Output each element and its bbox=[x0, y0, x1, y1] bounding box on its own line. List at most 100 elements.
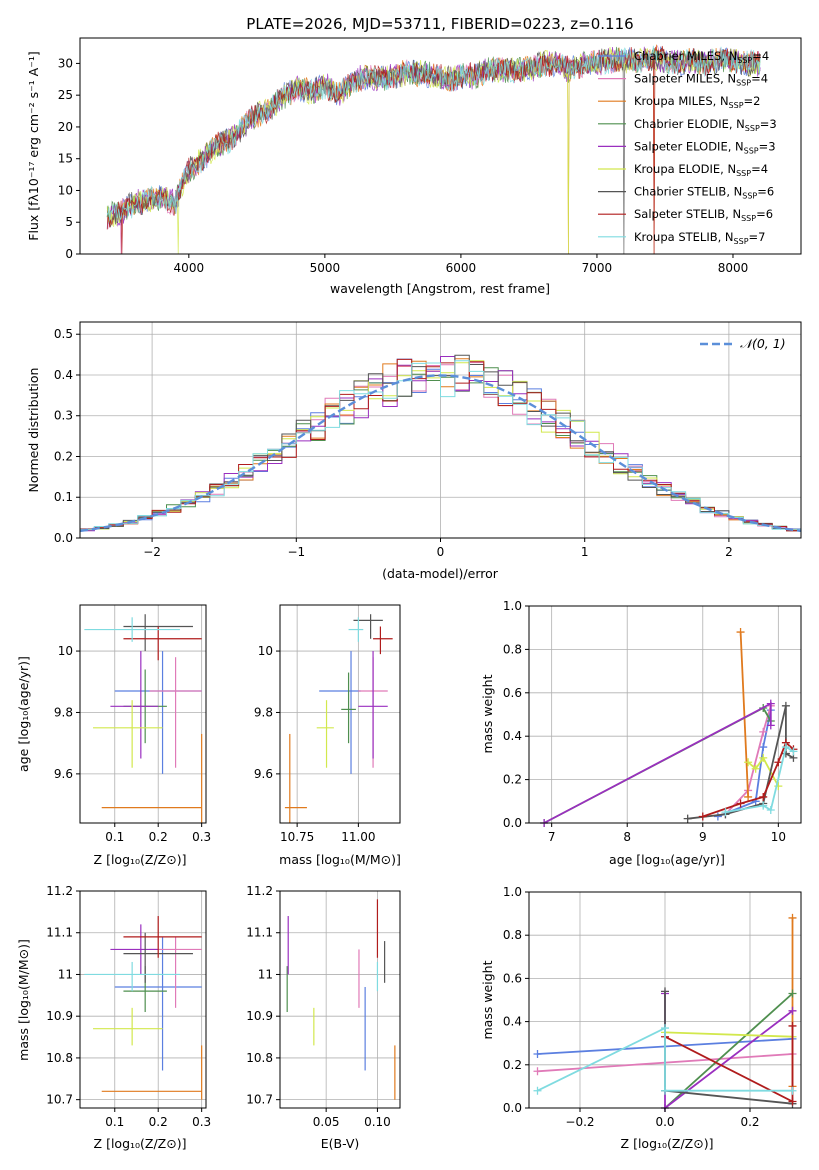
plot-area bbox=[540, 628, 798, 827]
legend-entry: Salpeter MILES, NSSP=4 bbox=[634, 72, 768, 88]
y-tick-label: 1.0 bbox=[503, 599, 522, 613]
axes: 0.05 0.10 10.7 10.8 10.9 11 11.1 11.2 bbox=[246, 884, 401, 1129]
data-point-marker bbox=[661, 987, 669, 996]
x-tick-label: 7000 bbox=[582, 261, 613, 275]
y-tick-label: 0.0 bbox=[503, 816, 522, 830]
x-tick-label: 0.2 bbox=[149, 830, 168, 844]
errorbar-salpeter-stelib bbox=[123, 916, 202, 958]
errorbar-kroupa-miles bbox=[101, 733, 203, 823]
y-tick-label: 0.2 bbox=[503, 773, 522, 787]
x-tick-label: 0.3 bbox=[192, 1115, 211, 1129]
errorbar-kroupa-miles bbox=[101, 1045, 203, 1100]
y-axis-label: mass [log₁₀(M/M⊙)] bbox=[16, 939, 31, 1061]
y-axis-label: mass weight bbox=[480, 674, 495, 753]
weight-line-chabrier-stelib bbox=[664, 991, 793, 1105]
y-tick-label: 0.4 bbox=[503, 1015, 522, 1029]
y-tick-label: 30 bbox=[58, 56, 73, 70]
x-tick-label: 0.2 bbox=[149, 1115, 168, 1129]
figure-title: PLATE=2026, MJD=53711, FIBERID=0223, z=0… bbox=[246, 15, 633, 33]
errorbar-chabrier-elodie bbox=[341, 672, 356, 744]
data-point-marker bbox=[781, 743, 790, 752]
y-tick-label: 0.0 bbox=[54, 531, 73, 545]
errorbar-salpeter-elodie bbox=[110, 924, 159, 975]
y-tick-label: 10.7 bbox=[246, 1093, 273, 1107]
y-axis-label: age [log₁₀(age/yr)] bbox=[16, 656, 31, 772]
x-tick-label: 0.0 bbox=[655, 1115, 674, 1129]
data-point-marker bbox=[683, 814, 692, 823]
data-point-marker bbox=[713, 812, 722, 821]
data-point-marker bbox=[759, 792, 768, 801]
weight-line-chabrier-stelib bbox=[687, 705, 794, 820]
errorbar-kroupa-elodie bbox=[93, 700, 163, 768]
weight-line-salpeter-stelib bbox=[702, 741, 794, 818]
data-point-marker bbox=[736, 628, 745, 637]
x-tick-label: 11.00 bbox=[341, 830, 375, 844]
data-point-marker bbox=[788, 1006, 797, 1015]
y-tick-label: 0.2 bbox=[503, 1058, 522, 1072]
axes: 10.75 11.00 9.6 9.8 10 bbox=[254, 604, 401, 844]
data-point-marker bbox=[766, 699, 775, 708]
legend-entry: Salpeter ELODIE, NSSP=3 bbox=[634, 139, 776, 155]
y-tick-label: 9.8 bbox=[54, 705, 73, 719]
x-axis-label: E(B-V) bbox=[321, 1136, 360, 1151]
x-tick-label: 10 bbox=[771, 830, 786, 844]
legend: 𝒩(0, 1) bbox=[700, 336, 786, 351]
plot-area bbox=[533, 913, 797, 1112]
axes: 0.1 0.2 0.3 10.7 10.8 10.9 11 11.1 11.2 bbox=[46, 884, 211, 1129]
axes-frame bbox=[79, 890, 207, 1109]
y-tick-label: 10.9 bbox=[246, 1009, 273, 1023]
y-tick-label: 10.7 bbox=[46, 1093, 73, 1107]
legend-entry: 𝒩(0, 1) bbox=[740, 336, 786, 351]
weight-line-kroupa-elodie bbox=[664, 1031, 793, 1038]
data-point-marker bbox=[533, 1050, 542, 1058]
weight-line-chabrier-miles bbox=[717, 710, 772, 818]
panel-age_vs_mass: 10.75 11.00 9.6 9.8 10 mass [log₁₀(M/M⊙)] bbox=[254, 604, 401, 867]
data-point-marker bbox=[736, 799, 745, 808]
y-axis-label: mass weight bbox=[480, 960, 495, 1039]
gridlines bbox=[80, 890, 206, 1108]
data-point-marker bbox=[788, 1086, 797, 1095]
y-axis-label: Flux [fλ10⁻¹⁷ erg cm⁻² s⁻¹ A⁻¹] bbox=[26, 51, 41, 240]
panel-weight_vs_age: 7 8 9 10 0.0 0.2 0.4 0.6 0.8 1.0 age [log₁₀(age/yr… bbox=[480, 599, 802, 867]
panel-age_vs_Z: 0.1 0.2 0.3 9.6 9.8 10 Z [log₁₀(Z/Z⊙)] age [log… bbox=[16, 604, 211, 867]
x-tick-label: −2 bbox=[143, 545, 161, 559]
panel-residuals: −2 −1 0 1 2 0.0 0.1 0.2 0.3 0.4 0.5 (data-model)/er… bbox=[26, 321, 802, 581]
y-tick-label: 5 bbox=[65, 215, 73, 229]
x-tick-label: 0.1 bbox=[105, 1115, 124, 1129]
plot-area bbox=[106, 44, 761, 254]
weight-line-chabrier-elodie bbox=[664, 992, 794, 1109]
legend-entry: Salpeter STELIB, NSSP=6 bbox=[634, 207, 773, 223]
errorbar-chabrier-miles bbox=[319, 651, 361, 774]
data-point-marker bbox=[698, 812, 707, 821]
weight-line-kroupa-stelib bbox=[537, 1026, 793, 1092]
normal-curve bbox=[79, 374, 802, 533]
data-point-marker bbox=[759, 727, 768, 736]
panel-spectrum: 4000 5000 6000 7000 8000 0 5 10 15 20 25 30 waveleng… bbox=[26, 37, 802, 296]
x-tick-label: 6000 bbox=[446, 261, 477, 275]
legend-entry: Chabrier MILES, NSSP=4 bbox=[634, 49, 769, 65]
x-axis-label: Z [log₁₀(Z/Z⊙)] bbox=[94, 852, 187, 867]
data-point-marker bbox=[789, 747, 798, 756]
panel-mass_vs_Z: 0.1 0.2 0.3 10.7 10.8 10.9 11 11.1 11.2 Z [log₁₀(… bbox=[16, 884, 211, 1151]
data-point-marker bbox=[759, 743, 768, 752]
y-tick-label: 1.0 bbox=[503, 885, 522, 899]
axes: −0.2 0.0 0.2 0.0 0.2 0.4 0.6 0.8 1.0 bbox=[503, 885, 802, 1129]
x-axis-label: Z [log₁₀(Z/Z⊙)] bbox=[621, 1136, 714, 1151]
gridlines bbox=[80, 322, 801, 539]
gridlines bbox=[80, 605, 206, 823]
x-axis-label: age [log₁₀(age/yr)] bbox=[609, 852, 725, 867]
y-tick-label: 0.4 bbox=[54, 368, 73, 382]
data-point-marker bbox=[766, 805, 775, 814]
y-tick-label: 11.1 bbox=[46, 926, 73, 940]
y-tick-label: 11.2 bbox=[46, 884, 73, 898]
x-tick-label: 0.05 bbox=[313, 1115, 340, 1129]
gridlines bbox=[280, 890, 400, 1108]
x-tick-label: −0.2 bbox=[565, 1115, 594, 1129]
errorbar-salpeter-stelib bbox=[373, 626, 393, 655]
data-point-marker bbox=[744, 758, 753, 767]
axes-frame bbox=[528, 605, 802, 824]
y-tick-label: 0.3 bbox=[54, 409, 73, 423]
x-tick-label: 0 bbox=[437, 545, 445, 559]
data-point-marker bbox=[788, 989, 797, 998]
x-axis-label: (data-model)/error bbox=[382, 566, 499, 581]
